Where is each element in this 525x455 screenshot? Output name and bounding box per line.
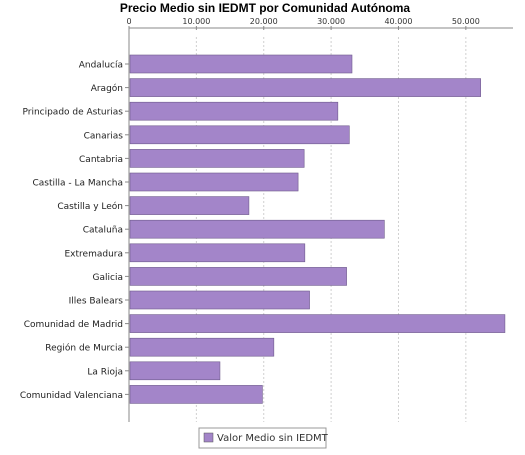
bar — [129, 125, 350, 145]
legend-label: Valor Medio sin IEDMT — [217, 433, 329, 444]
category-label: Castilla - La Mancha — [32, 179, 123, 189]
bar — [129, 243, 306, 263]
x-tick-label: 0 — [126, 17, 131, 26]
legend-box — [198, 427, 327, 449]
category-label: Comunidad de Madrid — [24, 320, 123, 330]
bar — [129, 314, 506, 333]
category-label: Cataluña — [83, 226, 123, 236]
bar — [129, 337, 275, 357]
category-label: Illes Balears — [69, 297, 124, 307]
legend: Valor Medio sin IEDMT — [198, 427, 329, 449]
x-tick-label: 30.000 — [317, 17, 345, 26]
bar — [129, 361, 221, 381]
bar — [129, 196, 250, 215]
category-label: Comunidad Valenciana — [20, 391, 123, 401]
bars — [129, 54, 506, 404]
bar — [129, 54, 353, 74]
category-label: Canarias — [84, 131, 124, 141]
axes — [128, 27, 513, 422]
chart-title: Precio Medio sin IEDMT por Comunidad Aut… — [120, 1, 411, 15]
bar — [129, 385, 263, 404]
category-label: Galicia — [93, 273, 123, 283]
bar — [129, 219, 385, 239]
category-label: Región de Murcia — [45, 343, 123, 354]
x-tick-label: 20.000 — [250, 17, 278, 26]
bar — [129, 267, 347, 286]
bar — [129, 149, 305, 168]
bar — [129, 172, 299, 192]
category-label: Castilla y León — [57, 201, 123, 212]
bar — [129, 101, 339, 121]
x-axis-ticks: 0 10.000 20.000 30.000 40.000 50.000 — [126, 17, 480, 30]
x-tick-label: 50.000 — [452, 17, 480, 26]
bar — [129, 78, 481, 97]
category-label: Aragón — [91, 83, 123, 94]
category-labels: Andalucía Aragón Principado de Asturias Can… — [20, 61, 129, 401]
category-label: Andalucía — [79, 61, 123, 71]
category-label: Extremadura — [65, 249, 124, 259]
category-label: Cantabria — [79, 155, 123, 165]
x-tick-label: 10.000 — [182, 17, 210, 26]
x-tick-label: 40.000 — [384, 17, 412, 26]
category-label: Principado de Asturias — [22, 108, 123, 118]
category-label: La Rioja — [87, 367, 123, 377]
bar — [129, 290, 310, 310]
legend-swatch — [203, 432, 214, 443]
